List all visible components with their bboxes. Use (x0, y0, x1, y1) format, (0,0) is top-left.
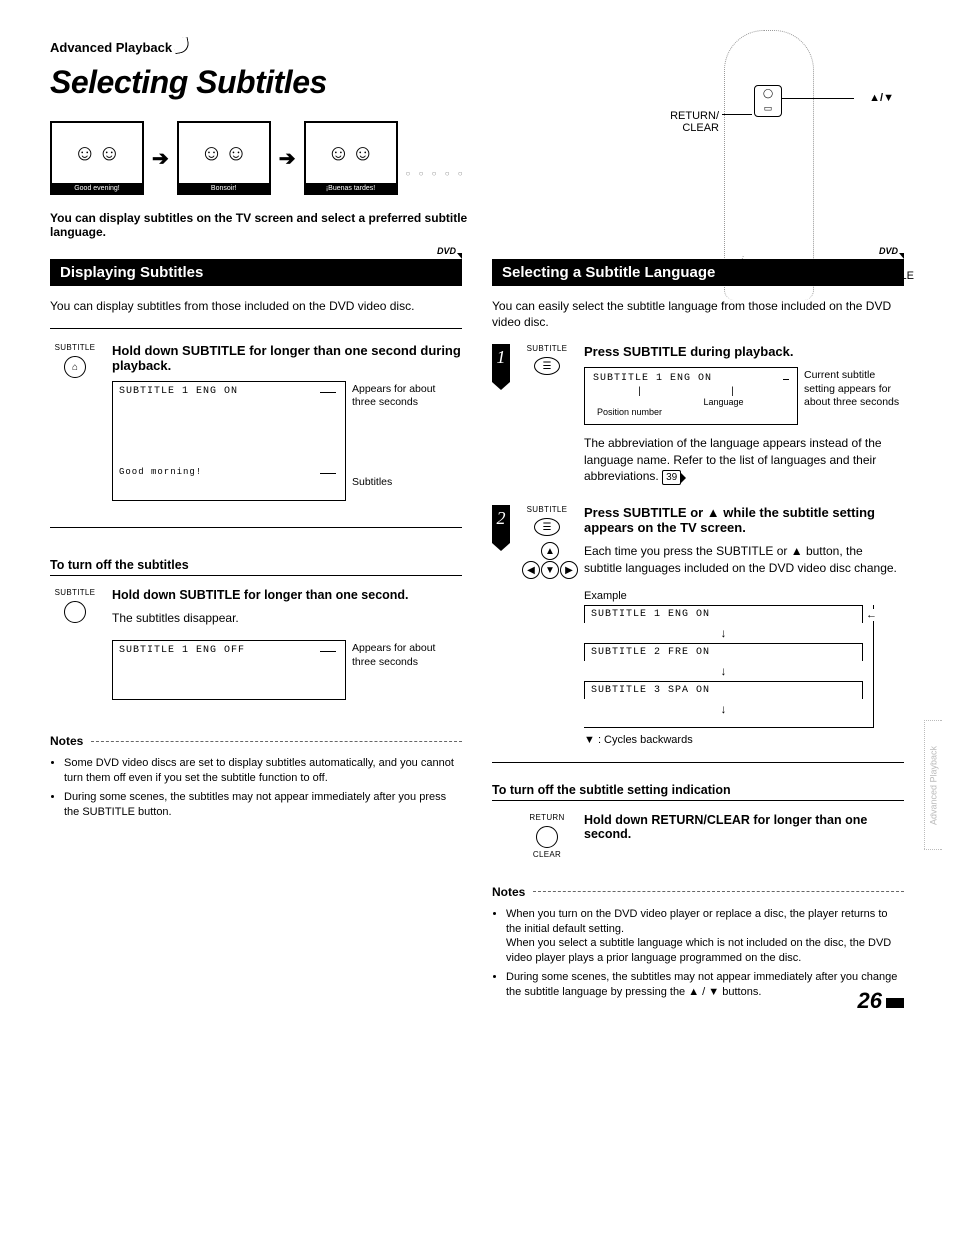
step-title: Hold down SUBTITLE for longer than one s… (112, 343, 462, 373)
subtitle-button-icon: SUBTITLE ⌂ (50, 343, 100, 378)
face-icon: ☺ (327, 140, 349, 166)
button-circle-icon (64, 601, 86, 623)
right-column: Selecting a Subtitle Language DVD You ca… (492, 259, 904, 1004)
side-tab: Advanced Playback (924, 720, 942, 850)
notes-list-left: Some DVD video discs are set to display … (50, 756, 462, 819)
turnoff-title: Hold down SUBTITLE for longer than one s… (112, 588, 462, 602)
step2-body: Each time you press the SUBTITLE or ▲ bu… (584, 543, 904, 575)
screen-display-on: SUBTITLE 1 ENG ON Good morning! (112, 381, 346, 501)
notes-list-right: When you turn on the DVD video player or… (492, 907, 904, 1000)
arrow-down-icon: ↓ (584, 699, 863, 719)
face-icon: ☺ (74, 140, 96, 166)
note-item: Some DVD video discs are set to display … (64, 756, 462, 786)
turnoff-heading: To turn off the subtitles (50, 558, 462, 576)
anno-current: Current subtitle setting appears for abo… (804, 367, 904, 425)
arrow-down-icon: ↓ (584, 661, 863, 681)
cycle-note: ▼ : Cycles backwards (584, 734, 904, 746)
tv-caption-3: ¡Buenas tardes! (306, 183, 396, 193)
face-icon: ☺ (352, 140, 374, 166)
return-clear-button-icon: RETURN CLEAR (522, 813, 572, 861)
tv-box-1: ☺☺ Good evening! (50, 121, 144, 195)
example-label: Example (584, 590, 904, 602)
subtitle-button-icon: SUBTITLE ☰ (522, 344, 572, 375)
breadcrumb: Advanced Playback (50, 40, 189, 56)
screen-step1: SUBTITLE 1 ENG ON || (584, 367, 798, 425)
section-displaying: Displaying Subtitles DVD (50, 259, 462, 286)
subtitle-button-icon: SUBTITLE (50, 588, 100, 625)
section-selecting: Selecting a Subtitle Language DVD (492, 259, 904, 286)
button-circle-icon (536, 826, 558, 848)
intro-text: You can display subtitles on the TV scre… (50, 211, 480, 239)
step-number-1: 1 (492, 344, 510, 382)
step-number-2: 2 (492, 505, 510, 543)
arrow-right-icon: ➔ (152, 146, 169, 171)
cycle-item: SUBTITLE 1 ENG ON (584, 605, 863, 623)
anno-appears: Appears for about three seconds (352, 383, 462, 409)
remote-av-label: ▲/▼ (869, 92, 894, 104)
face-icon: ☺ (200, 140, 222, 166)
anno-appears-off: Appears for about three seconds (352, 640, 462, 700)
step2-title: Press SUBTITLE or ▲ while the subtitle s… (584, 505, 904, 535)
remote-square-icon: ▭ (764, 103, 773, 114)
turnoff-indication-heading: To turn off the subtitle setting indicat… (492, 783, 904, 801)
tv-box-3: ☺☺ ¡Buenas tardes! (304, 121, 398, 195)
note-item: When you turn on the DVD video player or… (506, 907, 904, 966)
turnoff-body: The subtitles disappear. (112, 610, 462, 626)
tv-caption-2: Bonsoir! (179, 183, 269, 193)
tv-caption-1: Good evening! (52, 183, 142, 193)
anno-position: Position number (593, 407, 779, 417)
notes-heading-right: Notes (492, 885, 904, 899)
left-column: Displaying Subtitles DVD You can display… (50, 259, 462, 1004)
notes-heading-left: Notes (50, 734, 462, 748)
step1-body: The abbreviation of the language appears… (584, 435, 904, 485)
face-icon: ☺ (98, 140, 120, 166)
arrow-right-icon: ➔ (279, 146, 296, 171)
left-intro: You can display subtitles from those inc… (50, 298, 462, 314)
cycle-item: SUBTITLE 3 SPA ON (584, 681, 863, 699)
subtitle-button-icon: SUBTITLE ☰ ▲ ◀▼▶ (522, 505, 572, 579)
step1-title: Press SUBTITLE during playback. (584, 344, 904, 359)
page-ref: 39 (662, 470, 681, 486)
dvd-tag: DVD (877, 246, 900, 256)
anno-subtitles: Subtitles (352, 476, 462, 489)
button-oval-icon: ☰ (534, 518, 560, 536)
dvd-tag: DVD (435, 246, 458, 256)
note-item: During some scenes, the subtitles may no… (64, 790, 462, 820)
remote-circle-icon: ◯ (763, 88, 773, 99)
tv-box-2: ☺☺ Bonsoir! (177, 121, 271, 195)
note-item: During some scenes, the subtitles may no… (506, 970, 904, 1000)
screen-display-off: SUBTITLE 1 ENG OFF (112, 640, 346, 700)
arrow-down-icon: ↓ (584, 623, 863, 643)
face-icon: ☺ (225, 140, 247, 166)
cycle-diagram: SUBTITLE 1 ENG ON ↓ SUBTITLE 2 FRE ON ↓ … (584, 605, 874, 728)
tv-illustration-row: ☺☺ Good evening! ➔ ☺☺ Bonsoir! ➔ ☺☺ ¡Bue… (50, 121, 466, 195)
dpad-icon: ▲ ◀▼▶ (522, 542, 578, 579)
anno-language: Language (703, 397, 743, 407)
remote-return-label: RETURN/ CLEAR (624, 110, 719, 134)
ellipsis-icon: ○ ○ ○ ○ ○ (406, 139, 466, 178)
page-number: 26 (858, 988, 904, 1014)
button-oval-icon: ☰ (534, 357, 560, 375)
turnoff-indication-body: Hold down RETURN/CLEAR for longer than o… (584, 813, 904, 841)
button-circle-icon: ⌂ (64, 356, 86, 378)
cycle-item: SUBTITLE 2 FRE ON (584, 643, 863, 661)
